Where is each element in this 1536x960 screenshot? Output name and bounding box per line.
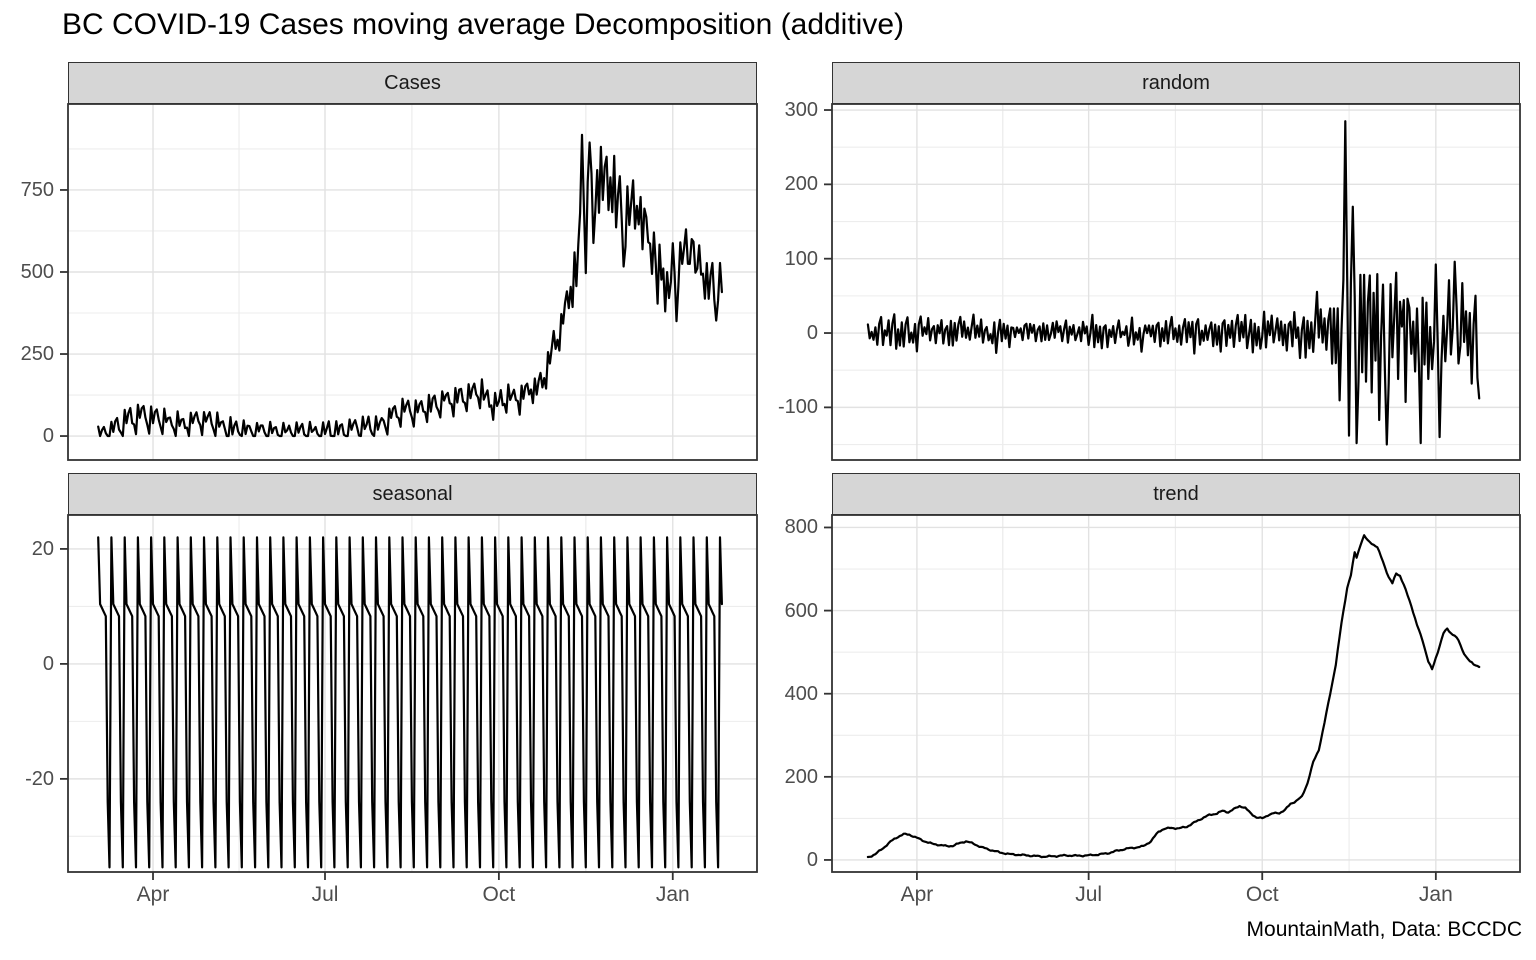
facet-strip-cases-label: Cases xyxy=(384,71,441,94)
facet-strip-seasonal-label: seasonal xyxy=(372,482,453,505)
chart-title: BC COVID-19 Cases moving average Decompo… xyxy=(62,8,905,41)
x-axis-label-trend: Jul xyxy=(1075,883,1103,906)
y-axis-label-trend: 400 xyxy=(784,682,818,705)
y-axis-label-seasonal: 0 xyxy=(42,652,54,675)
y-axis-label-trend: 200 xyxy=(784,765,818,788)
y-axis-label-seasonal: 20 xyxy=(31,537,54,560)
y-axis-label-random: 100 xyxy=(784,247,818,270)
caption: MountainMath, Data: BCCDC xyxy=(1246,918,1522,941)
y-axis-label-trend: 0 xyxy=(806,848,818,871)
facet-strip-random-label: random xyxy=(1142,71,1210,94)
data-line-trend xyxy=(866,534,1481,859)
y-axis-label-random: 0 xyxy=(806,322,818,345)
data-line-seasonal xyxy=(97,536,723,869)
data-line-cases xyxy=(97,133,723,438)
y-axis-label-cases: 500 xyxy=(20,260,54,283)
panel-border-random xyxy=(831,103,1521,461)
facet-strip-trend: trend xyxy=(832,473,1520,515)
facet-strip-trend-label: trend xyxy=(1153,482,1199,505)
y-axis-label-trend: 800 xyxy=(784,516,818,539)
x-axis-label-trend: Jan xyxy=(1418,883,1453,906)
x-axis-label-seasonal: Oct xyxy=(482,883,516,906)
x-axis-label-seasonal: Apr xyxy=(136,883,170,906)
y-axis-label-random: 200 xyxy=(784,173,818,196)
x-axis-label-seasonal: Jan xyxy=(655,883,690,906)
y-axis-label-random: 300 xyxy=(784,99,818,122)
x-axis-label-trend: Oct xyxy=(1245,883,1279,906)
y-axis-label-cases: 0 xyxy=(42,425,54,448)
x-axis-label-trend: Apr xyxy=(900,883,934,906)
data-line-random xyxy=(866,120,1481,446)
y-axis-label-cases: 750 xyxy=(20,178,54,201)
y-axis-label-random: -100 xyxy=(777,396,818,419)
facet-strip-seasonal: seasonal xyxy=(68,473,757,515)
facet-strip-random: random xyxy=(832,62,1520,104)
facet-strip-cases: Cases xyxy=(68,62,757,104)
y-axis-label-seasonal: -20 xyxy=(25,767,54,790)
panel-border-seasonal xyxy=(67,514,758,873)
y-axis-label-trend: 600 xyxy=(784,599,818,622)
y-axis-label-cases: 250 xyxy=(20,343,54,366)
x-axis-label-seasonal: Jul xyxy=(311,883,339,906)
panel-border-cases xyxy=(67,103,758,461)
